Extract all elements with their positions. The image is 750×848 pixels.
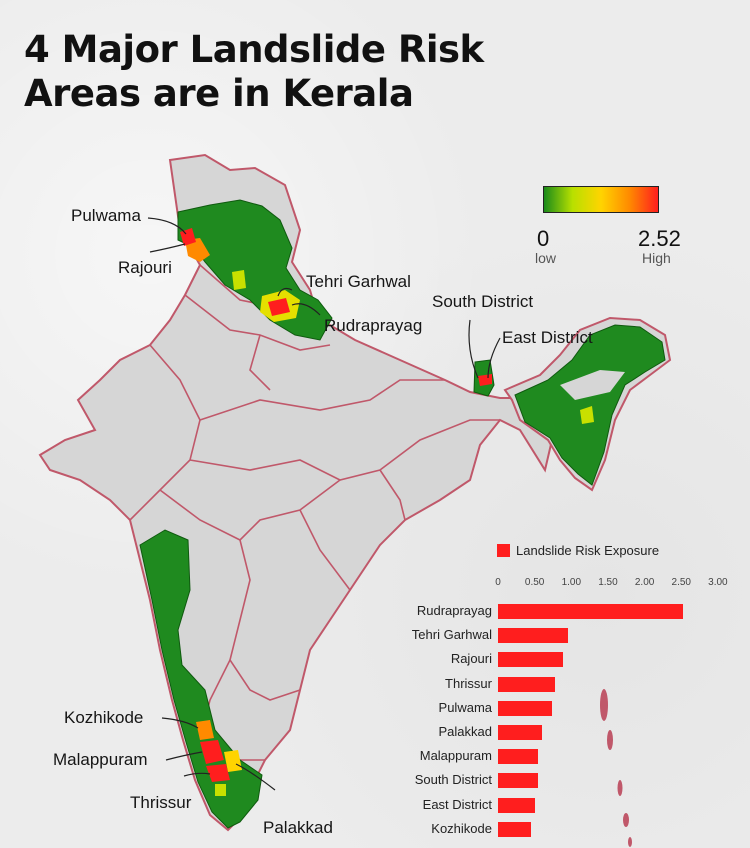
scale-min: 0	[537, 226, 550, 251]
bar-east-district	[498, 797, 535, 813]
x-tick-label: 1.00	[561, 577, 582, 588]
sikkim-red	[478, 374, 492, 386]
bar-kozhikode	[498, 821, 531, 837]
bar-rajouri	[498, 652, 563, 668]
bar-malappuram	[498, 749, 539, 765]
label-rudraprayag: Rudraprayag	[324, 316, 423, 335]
label-kozhikode: Kozhikode	[64, 708, 144, 727]
rajouri-area	[185, 238, 210, 262]
category-label: South District	[414, 772, 492, 788]
category-label: Pulwama	[438, 699, 492, 715]
scale-min-word: low	[535, 250, 557, 266]
title-line-2: Areas are in Kerala	[24, 72, 414, 115]
scale-max-word: High	[642, 250, 671, 266]
northeast-districts	[514, 324, 666, 486]
kerala-yellow	[215, 784, 226, 796]
category-label: Rudraprayag	[416, 603, 492, 618]
risk-scale-gradient	[543, 186, 659, 213]
label-rajouri: Rajouri	[118, 258, 172, 277]
label-malappuram: Malappuram	[53, 750, 148, 769]
bar-thrissur	[498, 676, 556, 692]
x-tick-label: 2.00	[634, 577, 655, 588]
bar-palakkad	[498, 725, 542, 740]
label-pulwama: Pulwama	[71, 206, 141, 225]
x-tick-label: 3.00	[708, 577, 728, 588]
category-label: Thrissur	[445, 675, 492, 691]
leader-lines	[147, 217, 501, 791]
rudraprayag-area	[268, 298, 290, 316]
kozhikode-area	[196, 720, 214, 740]
category-label: Palakkad	[438, 724, 492, 739]
label-south-district: South District	[432, 292, 534, 311]
category-label: Tehri Garhwal	[411, 627, 492, 643]
category-label: East District	[422, 796, 492, 812]
legend-label: Landslide Risk Exposure	[516, 543, 660, 558]
label-palakkad: Palakkad	[263, 818, 333, 837]
category-label: Rajouri	[450, 651, 492, 667]
category-label: Malappuram	[419, 748, 492, 764]
andaman-islands	[600, 689, 632, 847]
malappuram-area	[200, 740, 224, 764]
category-label: Kozhikode	[431, 820, 492, 836]
page-title: 4 Major Landslide Risk Areas are in Kera…	[24, 28, 484, 116]
x-tick-label: 1.50	[598, 577, 618, 588]
himachal-yellow	[232, 270, 246, 290]
label-thrissur: Thrissur	[130, 793, 192, 812]
title-line-1: 4 Major Landslide Risk	[24, 28, 484, 71]
label-tehri-garhwal: Tehri Garhwal	[306, 272, 411, 291]
x-tick-label: 0	[495, 577, 501, 588]
bar-rudraprayag	[498, 604, 683, 619]
legend-swatch	[497, 544, 510, 557]
bar-south-district	[498, 773, 539, 789]
x-tick-label: 0.50	[524, 577, 545, 588]
northeast-inner-gray	[560, 370, 625, 400]
northeast-yellow	[580, 406, 594, 424]
x-tick-label: 2.50	[671, 577, 691, 588]
scale-max: 2.52	[638, 226, 681, 251]
palakkad-area	[224, 750, 242, 772]
bar-chart-legend: Landslide Risk Exposure	[497, 543, 659, 558]
bar-tehri-garhwal	[498, 628, 568, 644]
bar-pulwama	[498, 700, 553, 716]
label-east-district: East District	[502, 328, 593, 347]
thrissur-area	[206, 764, 230, 782]
